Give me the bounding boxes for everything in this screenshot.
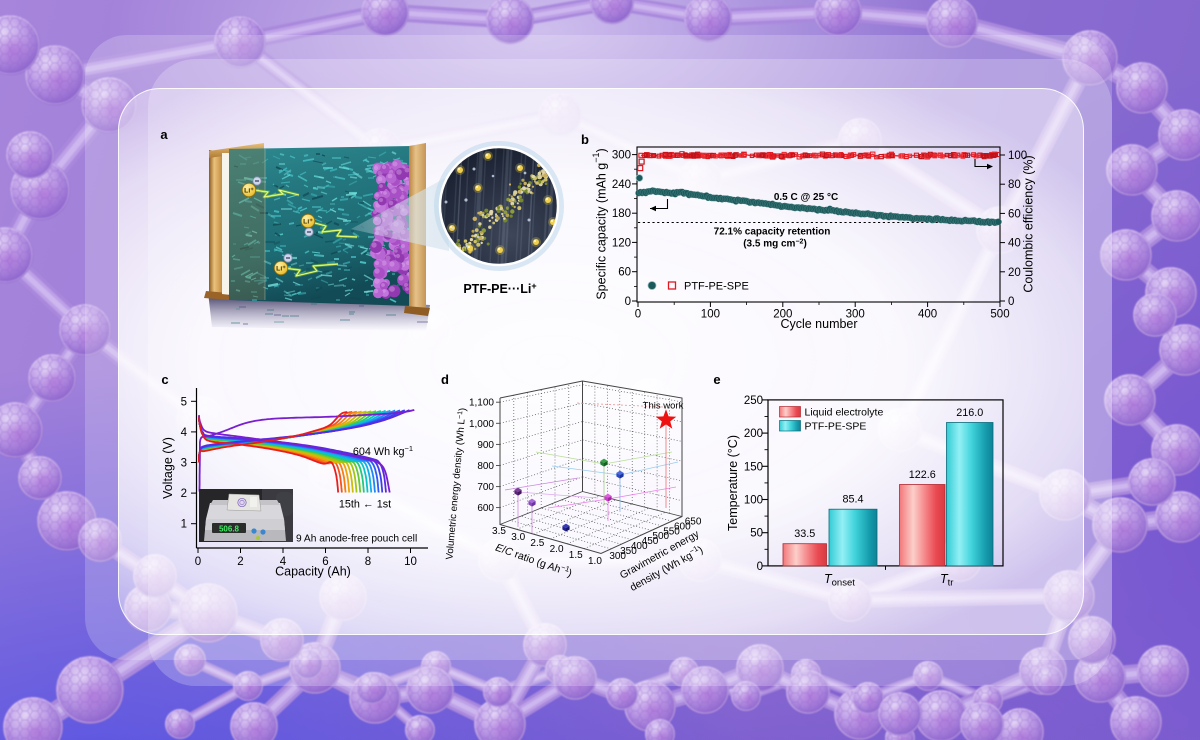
svg-text:100: 100 [1008,150,1027,162]
svg-text:10: 10 [404,556,417,568]
svg-text:3.0: 3.0 [511,532,525,543]
svg-text:Li⁺: Li⁺ [276,265,286,272]
svg-text:PTF-PE-SPE: PTF-PE-SPE [684,281,749,293]
svg-text:3.5: 3.5 [492,526,506,537]
svg-text:Li⁺: Li⁺ [244,187,254,194]
svg-text:604 Wh kg−1: 604 Wh kg−1 [353,444,413,459]
svg-text:506.8: 506.8 [219,525,240,534]
svg-text:0.5 C @ 25 °C: 0.5 C @ 25 °C [774,192,838,203]
svg-text:60: 60 [618,267,631,279]
svg-text:600: 600 [674,521,691,532]
svg-text:2.0: 2.0 [550,544,564,555]
svg-text:0: 0 [1008,296,1014,308]
svg-text:Coulombic efficiency (%): Coulombic efficiency (%) [1021,155,1035,292]
svg-text:6: 6 [322,556,328,568]
svg-text:200: 200 [773,309,792,321]
svg-text:120: 120 [612,237,631,249]
svg-text:0: 0 [635,309,641,321]
svg-text:Ttr: Ttr [940,572,953,589]
svg-text:5: 5 [181,396,187,408]
svg-text:500: 500 [990,309,1009,321]
svg-text:This work: This work [643,401,684,412]
svg-text:Liquid electrolyte: Liquid electrolyte [805,407,884,419]
svg-text:350: 350 [620,546,637,557]
svg-text:2: 2 [237,556,243,568]
svg-text:700: 700 [477,482,494,493]
svg-text:450: 450 [642,536,659,547]
svg-text:b: b [581,132,589,147]
svg-text:Tonset: Tonset [824,572,855,589]
svg-text:400: 400 [918,309,937,321]
svg-text:PTF-PE-SPE: PTF-PE-SPE [805,421,867,433]
svg-text:650: 650 [685,516,702,527]
svg-text:80: 80 [1008,179,1021,191]
svg-text:600: 600 [477,503,494,514]
svg-text:0: 0 [195,556,201,568]
svg-text:150: 150 [744,461,763,473]
svg-text:40: 40 [1008,238,1021,250]
svg-text:4: 4 [181,427,188,439]
svg-text:Voltage (V): Voltage (V) [161,437,175,499]
svg-text:50: 50 [750,528,763,540]
svg-text:1: 1 [181,519,187,531]
svg-text:300: 300 [609,551,626,562]
svg-text:550: 550 [663,526,680,537]
svg-text:8: 8 [365,556,371,568]
svg-text:e: e [713,372,720,387]
svg-text:(3.5 mg cm−2): (3.5 mg cm−2) [743,238,807,250]
svg-text:100: 100 [701,309,720,321]
svg-text:122.6: 122.6 [909,469,936,481]
svg-text:2: 2 [181,488,187,500]
svg-text:400: 400 [631,541,648,552]
svg-text:a: a [160,127,168,142]
svg-text:Cycle number: Cycle number [780,317,857,331]
svg-text:1.0: 1.0 [588,556,602,567]
svg-text:100: 100 [744,495,763,507]
svg-text:900: 900 [477,440,494,451]
svg-text:200: 200 [744,428,763,440]
svg-text:1.5: 1.5 [569,550,583,561]
svg-text:d: d [441,372,449,387]
svg-text:Volumetric energy density (Wh: Volumetric energy density (Wh L−1) [444,407,469,560]
svg-text:Temperature (°C): Temperature (°C) [726,435,740,531]
svg-text:c: c [161,372,168,387]
svg-text:85.4: 85.4 [842,494,863,506]
svg-text:4: 4 [280,556,287,568]
svg-text:250: 250 [744,395,763,407]
svg-text:60: 60 [1008,208,1021,220]
svg-text:72.1% capacity retention: 72.1% capacity retention [714,227,831,238]
svg-text:216.0: 216.0 [956,407,983,419]
svg-text:240: 240 [612,179,631,191]
svg-text:9 Ah anode-free pouch cell: 9 Ah anode-free pouch cell [296,534,417,545]
svg-text:Li⁺: Li⁺ [303,218,313,225]
svg-text:Capacity (Ah): Capacity (Ah) [275,565,351,579]
svg-text:3: 3 [181,458,187,470]
svg-text:300: 300 [612,150,631,162]
svg-text:300: 300 [846,309,865,321]
svg-text:0: 0 [625,296,631,308]
svg-text:2.5: 2.5 [530,538,544,549]
svg-text:Specific capacity (mAh g−1): Specific capacity (mAh g−1) [591,148,608,299]
svg-text:180: 180 [612,208,631,220]
svg-text:20: 20 [1008,267,1021,279]
svg-text:800: 800 [477,461,494,472]
svg-text:500: 500 [652,531,669,542]
svg-text:33.5: 33.5 [794,528,815,540]
svg-text:1,000: 1,000 [469,419,494,430]
svg-text:0: 0 [757,561,763,573]
svg-text:PTF-PE···Li+: PTF-PE···Li+ [463,281,536,296]
svg-text:15th ← 1st: 15th ← 1st [339,499,391,511]
svg-text:1,100: 1,100 [469,398,494,409]
